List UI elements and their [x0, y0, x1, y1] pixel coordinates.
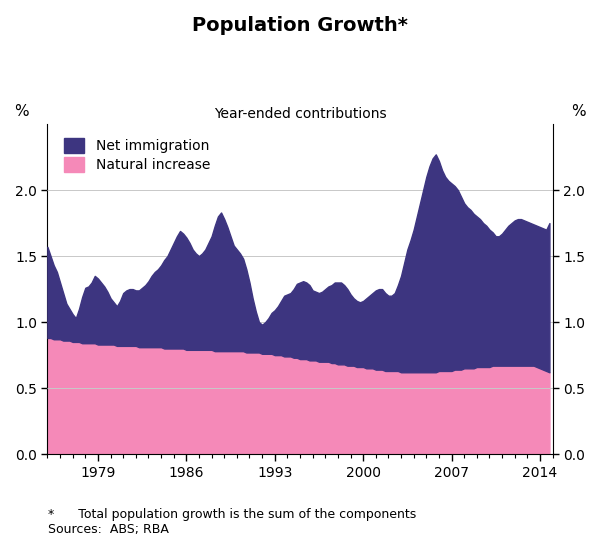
- Title: Year-ended contributions: Year-ended contributions: [214, 108, 386, 122]
- Text: *      Total population growth is the sum of the components: * Total population growth is the sum of …: [48, 508, 416, 521]
- Text: Population Growth*: Population Growth*: [192, 16, 408, 35]
- Legend: Net immigration, Natural increase: Net immigration, Natural increase: [59, 134, 214, 176]
- Text: %: %: [571, 104, 586, 119]
- Text: %: %: [14, 104, 29, 119]
- Text: Sources:  ABS; RBA: Sources: ABS; RBA: [48, 523, 169, 536]
